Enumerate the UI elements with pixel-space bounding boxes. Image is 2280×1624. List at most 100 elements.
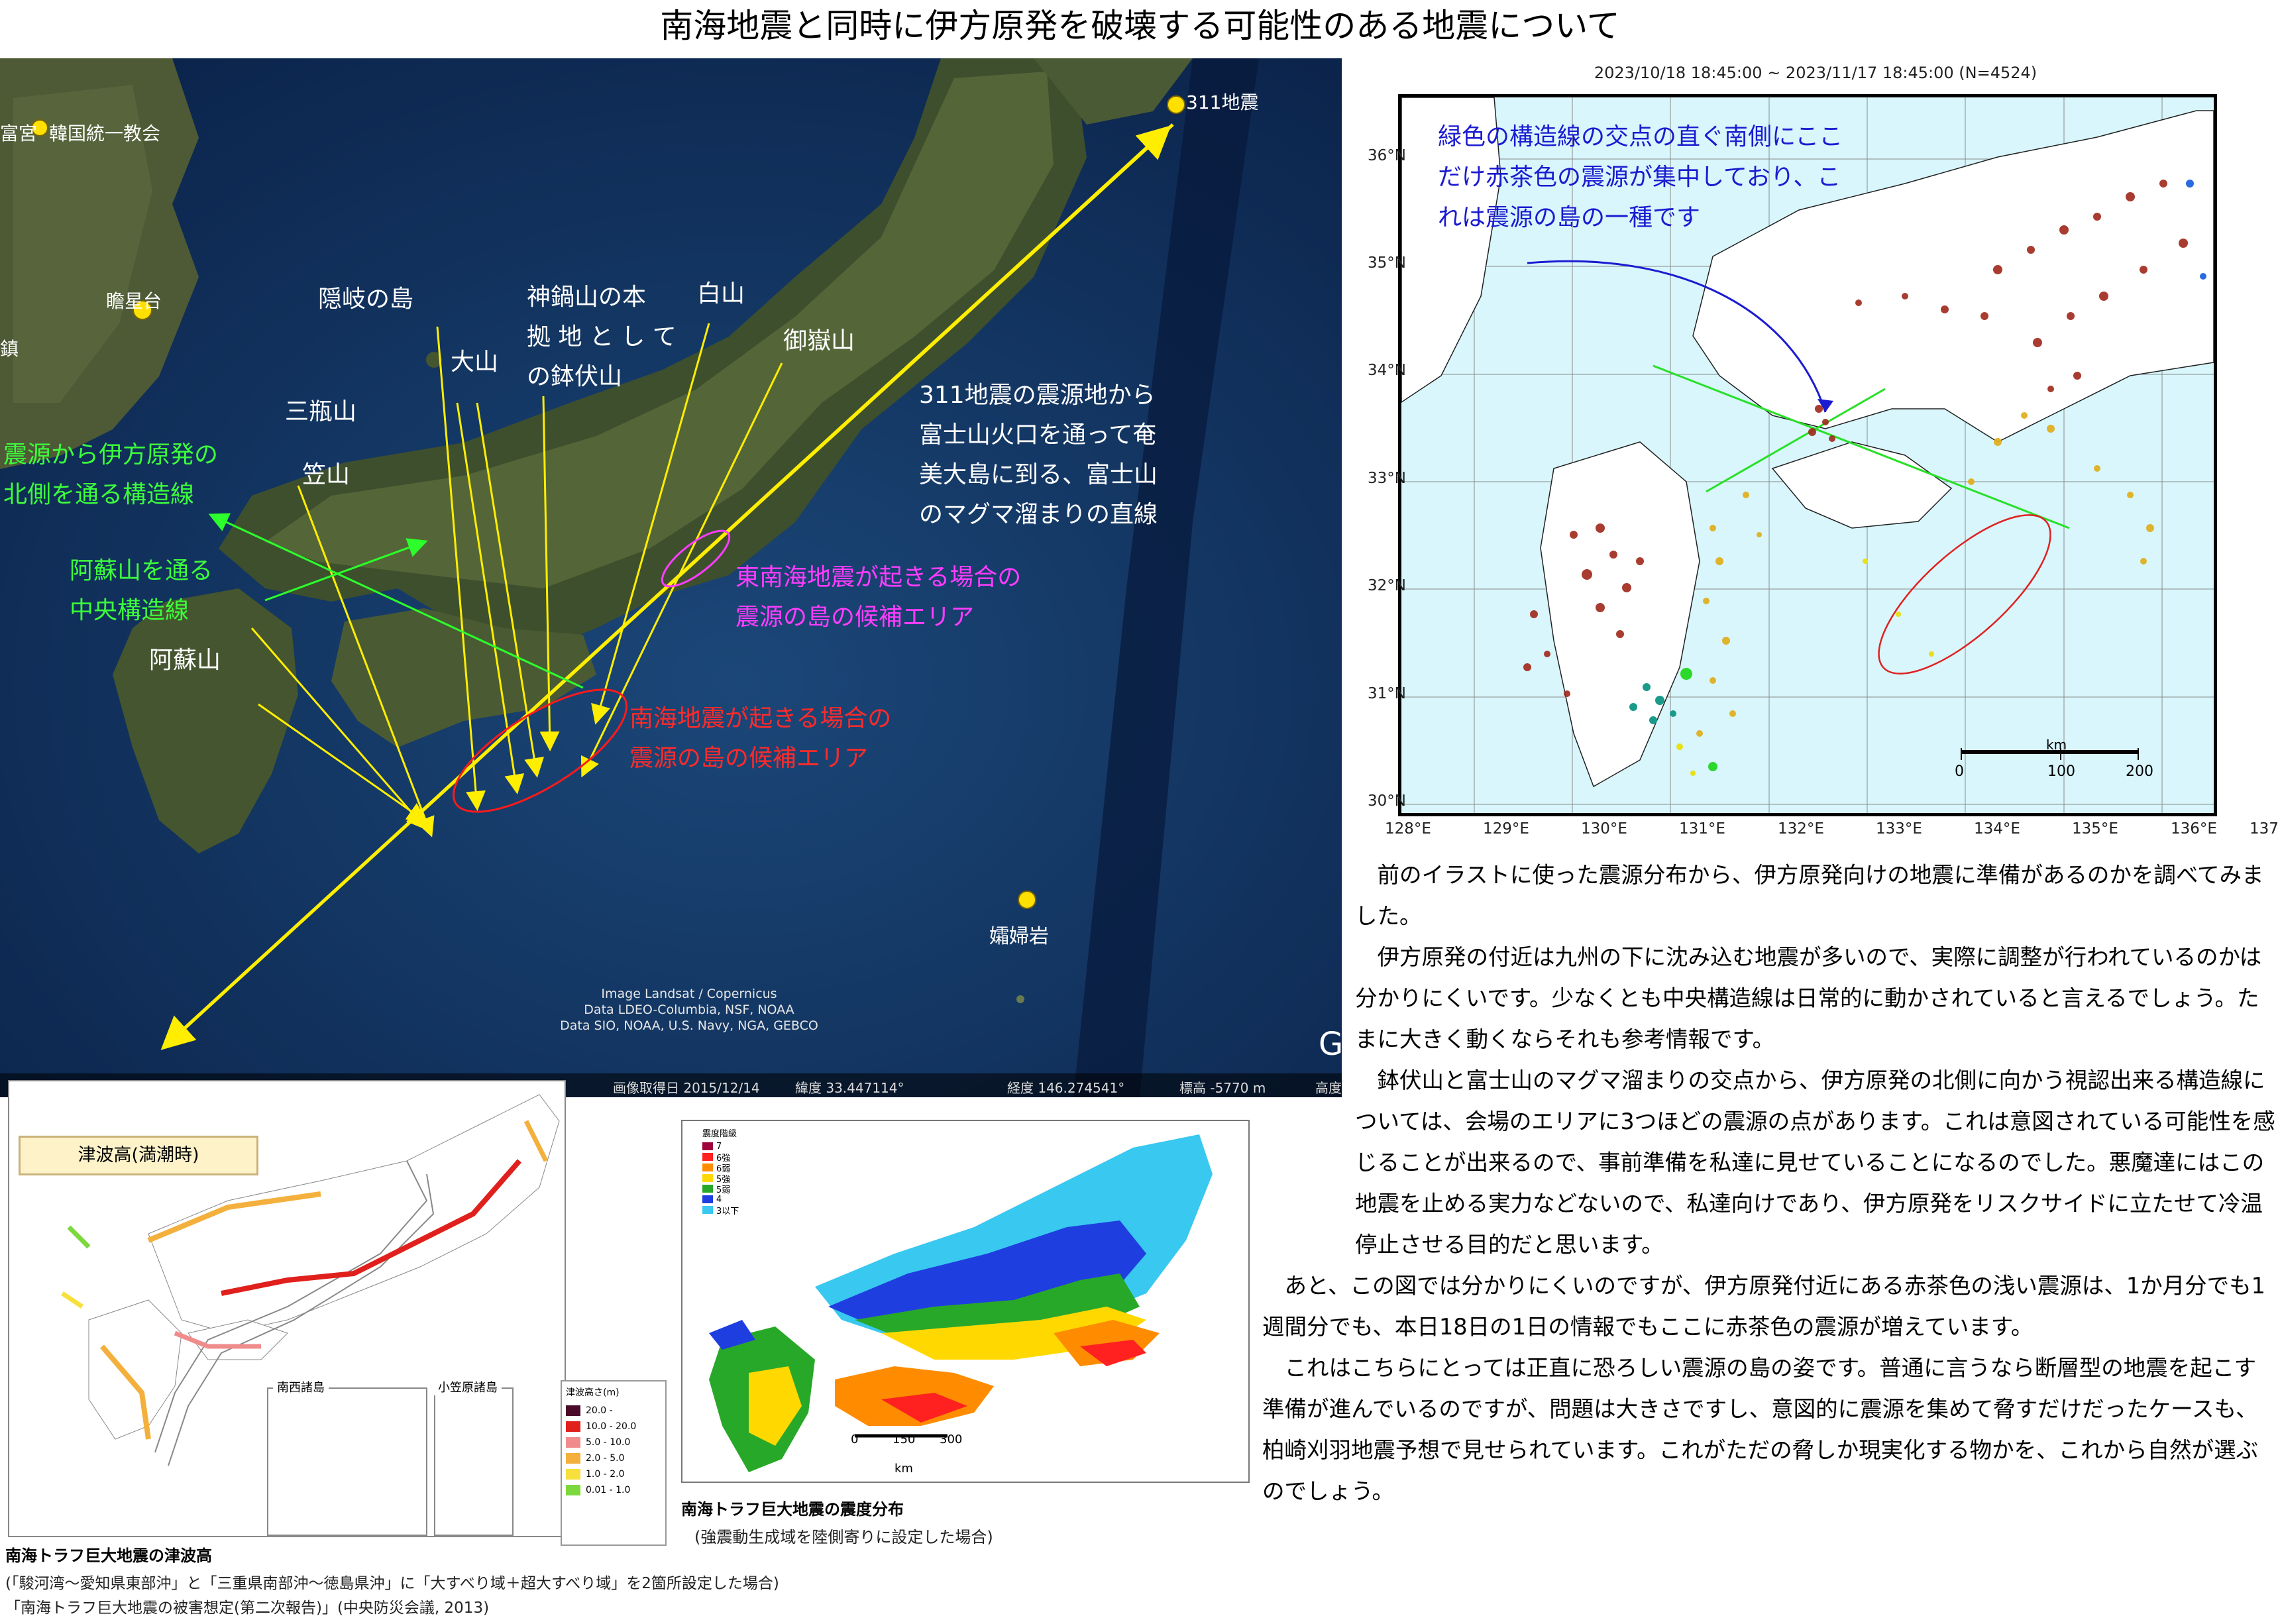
scale-tick: 100 [2047, 763, 2075, 780]
legend-item: 2.0 - 5.0 [562, 1450, 665, 1466]
legend-swatch [702, 1153, 713, 1161]
label-tonankai-2: 震源の島の候補エリア [735, 604, 975, 631]
intensity-caption-title: 南海トラフ巨大地震の震度分布 [681, 1500, 904, 1519]
longitude-readout: 経度 146.274541° [1007, 1080, 1125, 1096]
legend-level: 6強 [716, 1153, 731, 1164]
legend-range: 20.0 - [586, 1405, 613, 1416]
tsunami-caption-source: 「南海トラフ巨大地震の被害想定(第二次報告)」(中央防災会議, 2013) [5, 1599, 490, 1617]
label-left-edge: 鎮 [0, 338, 19, 360]
inset-nansei [267, 1387, 427, 1536]
label-kasayama: 笠山 [302, 461, 351, 488]
paragraph: 鉢伏山と富士山のマグマ溜まりの交点から、伊方原発の北側に向かう視認出来る構造線に… [1355, 1067, 2275, 1258]
label-korea-church: 韓国統一教会 [49, 123, 161, 144]
label-kannabe-1: 神鍋山の本 [527, 284, 647, 311]
legend-swatch [566, 1421, 580, 1432]
legend-item: 5弱 [702, 1183, 755, 1195]
lat-label: 33°N [1368, 470, 1406, 487]
legend-item: 7 [702, 1141, 755, 1152]
altitude-readout: 高度 [1315, 1080, 1342, 1096]
inset-nansei-label: 南西諸島 [273, 1378, 329, 1395]
body-text: 前のイラストに使った震源分布から、伊方原発向けの地震に準備があるのかを調べてみま… [1262, 855, 2277, 1512]
scale-tick: 300 [940, 1433, 963, 1446]
legend-swatch [566, 1453, 580, 1464]
elevation-readout: 標高 -5770 m [1179, 1080, 1266, 1096]
lon-label: 130°E [1581, 820, 1627, 838]
label-sofugan: 孀婦岩 [989, 925, 1049, 948]
lon-label: 134°E [1974, 820, 2020, 838]
scale-tick: 200 [2126, 763, 2153, 780]
label-kannabe-2: 拠 地 と し て [527, 323, 677, 351]
legend-swatch [702, 1185, 713, 1193]
latitude-readout: 緯度 33.447114° [795, 1080, 904, 1096]
legend-swatch [566, 1405, 580, 1416]
label-311: 311地震 [1186, 91, 1259, 113]
legend-item: 6弱 [702, 1162, 755, 1174]
inset-ogasawara [434, 1387, 514, 1536]
lon-label: 137°E [2250, 820, 2280, 838]
label-line311-3: 美大島に到る、富士山 [919, 461, 1158, 488]
label-line311-1: 311地震の震源地から [919, 382, 1156, 409]
legend-swatch [702, 1195, 713, 1203]
scale-unit: km [2046, 737, 2067, 753]
imagery-credit: Image Landsat / Copernicus Data LDEO-Col… [517, 986, 861, 1034]
legend-swatch [702, 1142, 713, 1150]
intensity-map [681, 1120, 1250, 1483]
legend-swatch [702, 1164, 713, 1171]
label-hakusan: 白山 [697, 280, 745, 307]
label-sanbe: 三瓶山 [285, 398, 357, 425]
lon-label: 129°E [1483, 820, 1529, 838]
label-ontake: 御嶽山 [783, 327, 855, 354]
label-line311-4: のマグマ溜まりの直線 [919, 501, 1158, 528]
tsunami-map-graphic [61, 1094, 560, 1466]
google-logo: G [1319, 1026, 1342, 1063]
lat-label: 30°N [1368, 792, 1406, 810]
tsunami-caption-condition: (「駿河湾～愛知県東部沖」と「三重県南部沖～徳島県沖」に「大すべり域＋超大すべり… [5, 1575, 779, 1592]
legend-level: 4 [716, 1194, 722, 1205]
lon-label: 131°E [1679, 820, 1725, 838]
label-kannabe-3: の鉢伏山 [527, 363, 623, 390]
legend-range: 5.0 - 10.0 [586, 1437, 631, 1448]
legend-item: 1.0 - 2.0 [562, 1466, 665, 1482]
scale-tick: 150 [893, 1433, 916, 1446]
legend-swatch [702, 1206, 713, 1214]
label-tonankai-1: 東南海地震が起きる場合の [735, 564, 1022, 591]
paragraph: あと、この図では分かりにくいのですが、伊方原発付近にある赤茶色の浅い震源は、1か… [1262, 1273, 2265, 1340]
legend-item: 6強 [702, 1152, 755, 1164]
label-oki: 隠岐の島 [318, 286, 414, 313]
legend-swatch [702, 1174, 713, 1182]
intensity-legend: 震度階級 7 6強 6弱 5強 5弱 4 3以下 [702, 1126, 755, 1217]
inset-ogasawara-label: 小笠原諸島 [434, 1378, 502, 1395]
legend-level: 6弱 [716, 1164, 731, 1174]
intensity-legend-title: 震度階級 [702, 1129, 737, 1139]
label-struct-1: 震源から伊方原発の [3, 441, 219, 468]
legend-range: 2.0 - 5.0 [586, 1453, 625, 1464]
legend-item: 5.0 - 10.0 [562, 1435, 665, 1450]
scale-unit: km [895, 1462, 913, 1476]
paragraph: 伊方原発の付近は九州の下に沈み込む地震が多いので、実際に調整が行われているのかは… [1355, 944, 2262, 1052]
legend-item: 0.01 - 1.0 [562, 1482, 665, 1498]
label-nankai-2: 震源の島の候補エリア [629, 745, 869, 772]
intensity-caption-condition: (強震動生成域を陸側寄りに設定した場合) [694, 1528, 993, 1546]
legend-item: 5強 [702, 1173, 755, 1185]
legend-item: 20.0 - [562, 1403, 665, 1419]
lat-label: 31°N [1368, 685, 1406, 702]
label-mtl-2: 中央構造線 [70, 597, 190, 624]
legend-item: 10.0 - 20.0 [562, 1419, 665, 1435]
label-cheomseongdae: 瞻星台 [106, 290, 162, 312]
quake-map [1398, 94, 2217, 816]
quake-map-graphic [1401, 97, 2214, 813]
tsunami-caption-title: 南海トラフ巨大地震の津波高 [5, 1546, 212, 1565]
credit-line-3: Data SIO, NOAA, U.S. Navy, NGA, GEBCO [560, 1018, 818, 1033]
legend-swatch [566, 1469, 580, 1480]
label-korea-pin: 富宮 [0, 123, 38, 144]
scale-tick: 0 [1955, 763, 1964, 780]
satellite-map-graphic [0, 58, 1342, 1097]
legend-range: 1.0 - 2.0 [586, 1469, 625, 1480]
legend-range: 10.0 - 20.0 [586, 1421, 637, 1432]
paragraph: 前のイラストに使った震源分布から、伊方原発向けの地震に準備があるのかを調べてみま… [1355, 862, 2264, 929]
legend-level: 5弱 [716, 1185, 731, 1195]
label-mtl-1: 阿蘇山を通る [70, 557, 213, 584]
paragraph: これはこちらにとっては正直に恐ろしい震源の島の姿です。普通に言うなら断層型の地震… [1262, 1355, 2259, 1504]
legend-swatch [566, 1437, 580, 1448]
lat-label: 35°N [1368, 254, 1406, 272]
